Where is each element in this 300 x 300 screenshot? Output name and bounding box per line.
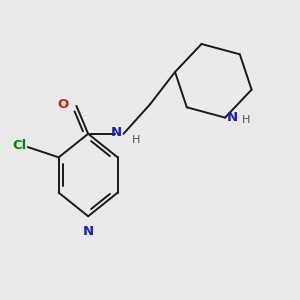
Text: H: H <box>242 115 250 125</box>
Text: O: O <box>57 98 68 111</box>
Text: N: N <box>111 126 122 139</box>
Text: H: H <box>132 135 140 145</box>
Text: Cl: Cl <box>12 139 26 152</box>
Text: N: N <box>82 225 94 238</box>
Text: N: N <box>226 111 238 124</box>
